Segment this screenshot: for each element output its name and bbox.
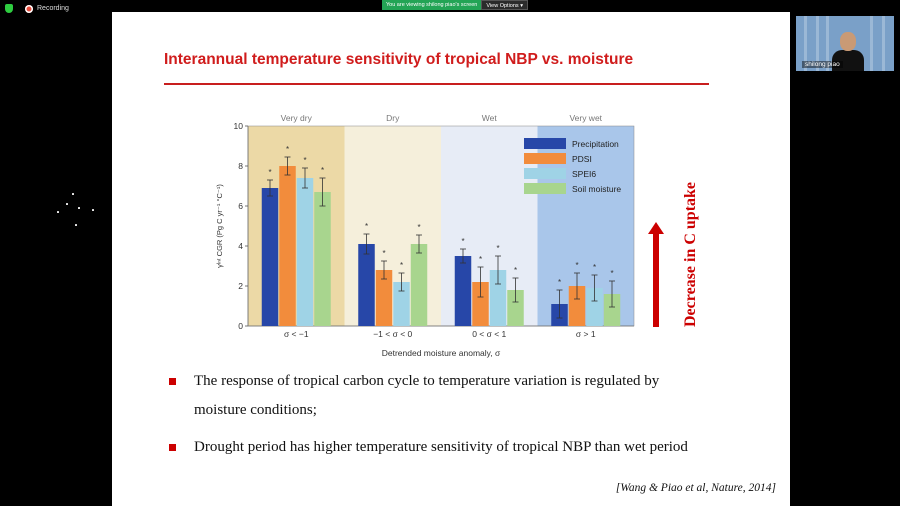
legend-swatch — [524, 168, 566, 179]
bullet-square-icon — [169, 444, 176, 451]
significance-marker: * — [558, 278, 561, 287]
bar-soil-moisture — [603, 294, 621, 326]
significance-marker: * — [286, 145, 289, 154]
record-dot-icon — [25, 4, 33, 13]
title-divider — [164, 83, 709, 85]
background-dot — [66, 203, 68, 205]
view-options-button[interactable]: View Options ▾ — [481, 0, 528, 10]
recording-indicator[interactable]: Recording — [5, 4, 69, 13]
annotation-wrapper: Decrease in C uptake — [682, 127, 702, 327]
category-label: 0 < σ < 1 — [472, 329, 506, 339]
bar-pdsi — [375, 270, 393, 326]
background-dot — [92, 209, 94, 211]
slide-title: Interannual temperature sensitivity of t… — [164, 51, 634, 68]
category-label: σ > 1 — [576, 329, 596, 339]
region-label: Very dry — [281, 113, 313, 123]
significance-marker: * — [479, 255, 482, 264]
background-dot — [57, 211, 59, 213]
bar-precipitation — [261, 188, 279, 326]
screen-share-banner: You are viewing shilong piao's screen Vi… — [382, 0, 528, 10]
y-tick-label: 8 — [238, 161, 243, 171]
significance-marker: * — [400, 261, 403, 270]
view-options-label: View Options — [486, 3, 519, 9]
bar-spei6 — [296, 178, 314, 326]
participant-body — [832, 50, 864, 71]
background-dot — [78, 207, 80, 209]
significance-marker: * — [496, 244, 499, 253]
significance-marker: * — [461, 237, 464, 246]
bullet-1-line-2: moisture conditions; — [194, 402, 317, 418]
citation: [Wang & Piao et al, Nature, 2014] — [615, 482, 776, 494]
bar-pdsi — [472, 282, 489, 326]
bar-soil-moisture — [314, 192, 331, 326]
significance-marker: * — [514, 266, 517, 275]
bar-spei6 — [393, 282, 410, 326]
legend-swatch — [524, 183, 566, 194]
background-dot — [72, 193, 74, 195]
y-tick-label: 4 — [238, 241, 243, 251]
y-tick-label: 10 — [234, 121, 244, 131]
x-axis-label: Detrended moisture anomaly, σ — [382, 348, 501, 358]
up-arrow-icon — [648, 222, 664, 327]
zoom-top-bar: Recording You are viewing shilong piao's… — [0, 0, 900, 18]
viewing-message: You are viewing shilong piao's screen — [382, 0, 482, 10]
bar-precipitation — [454, 256, 472, 326]
bar-pdsi — [568, 286, 586, 326]
legend-swatch — [524, 153, 566, 164]
bar-soil-moisture — [410, 244, 428, 326]
background-dot — [75, 224, 77, 226]
region-label: Dry — [386, 113, 400, 123]
legend-label: PDSI — [572, 154, 592, 164]
participant-video-tile[interactable]: shilong piao — [796, 16, 894, 71]
significance-marker: * — [321, 166, 324, 175]
shared-slide: Interannual temperature sensitivity of t… — [112, 12, 790, 506]
significance-marker: * — [303, 156, 306, 165]
legend-swatch — [524, 138, 566, 149]
bar-spei6 — [489, 270, 507, 326]
category-label: −1 < σ < 0 — [373, 329, 412, 339]
bullet-2: Drought period has higher temperature se… — [194, 439, 688, 455]
y-axis-label: γᴵⁿᵗ CGR (Pg C yr⁻¹ °C⁻¹) — [215, 184, 224, 268]
recording-label: Recording — [37, 5, 69, 12]
participant-head — [840, 32, 856, 51]
bullet-square-icon — [169, 378, 176, 385]
plot-frame — [247, 125, 635, 327]
bar-soil-moisture — [507, 290, 524, 326]
significance-marker: * — [610, 269, 613, 278]
y-tick-label: 6 — [238, 201, 243, 211]
significance-marker: * — [417, 223, 420, 232]
participant-name: shilong piao — [802, 61, 843, 68]
category-label: σ < −1 — [284, 329, 309, 339]
y-tick-label: 0 — [238, 321, 243, 331]
bar-pdsi — [279, 166, 296, 326]
legend-label: SPEI6 — [572, 169, 596, 179]
significance-marker: * — [382, 249, 385, 258]
region-label: Very wet — [569, 113, 602, 123]
legend-label: Precipitation — [572, 139, 619, 149]
significance-marker: * — [365, 222, 368, 231]
sensitivity-bar-chart: Precipitation PDSI SPEI6 Soil moisture Very… — [215, 113, 635, 358]
region-label: Wet — [482, 113, 498, 123]
significance-marker: * — [593, 263, 596, 272]
bar-precipitation — [358, 244, 375, 326]
security-shield-icon[interactable] — [5, 4, 13, 13]
y-tick-label: 2 — [238, 281, 243, 291]
significance-marker: * — [575, 261, 578, 270]
decrease-in-c-uptake-label: Decrease in C uptake — [682, 181, 699, 327]
bullet-1-line-1: The response of tropical carbon cycle to… — [194, 373, 660, 389]
legend-label: Soil moisture — [572, 184, 621, 194]
significance-marker: * — [268, 168, 271, 177]
bar-spei6 — [586, 288, 603, 326]
